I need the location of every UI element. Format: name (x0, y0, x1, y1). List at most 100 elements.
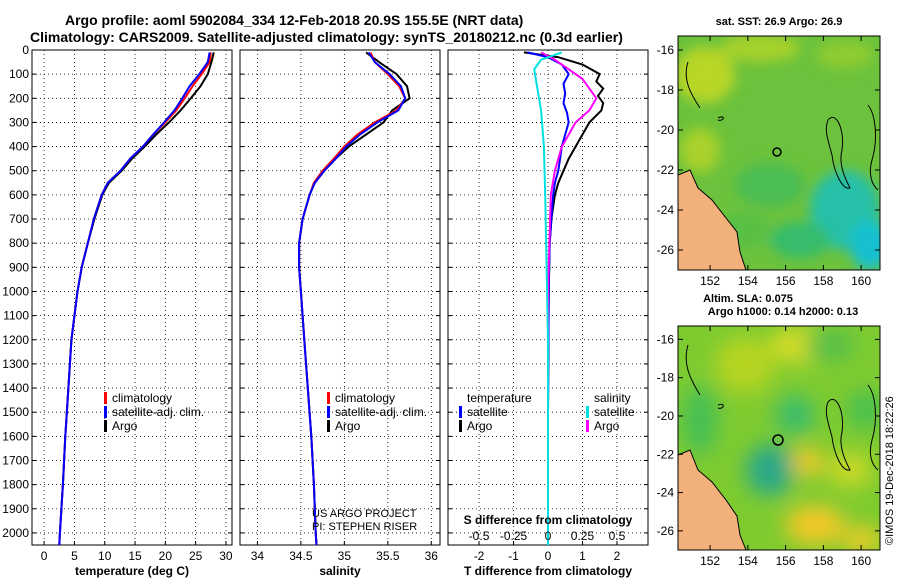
series-line-s-satellite (533, 51, 563, 545)
map-lat-label: -18 (657, 83, 675, 97)
legend-swatch-t-argo (459, 420, 462, 432)
sst-reef-contour-east (867, 104, 879, 191)
legend-label-climatology: climatology (112, 391, 172, 405)
map-lat-label: -20 (657, 123, 675, 137)
depth-tick-label: 1100 (3, 309, 29, 323)
s-difference-tick-labels: -0.5 -0.25 0 0.25 0.5 (469, 529, 626, 543)
sst-coast-land (678, 169, 747, 270)
salinity-axis-label: salinity (319, 564, 361, 578)
legend-label-climatology: climatology (335, 391, 395, 405)
x-tick-label: 15 (128, 549, 142, 563)
sst-reef-contours (685, 61, 724, 121)
s-tick-label: -0.5 (469, 529, 490, 543)
map-lat-label: -22 (657, 447, 675, 461)
salinity-tick-labels: 34 34.5 35 35.5 36 (251, 549, 439, 563)
map-lon-label: 160 (851, 554, 871, 568)
difference-legend: temperature satellite Argo salinity sate… (459, 391, 635, 433)
x-tick-label: 20 (159, 549, 173, 563)
sst-map-ticks: 152 154 156 158 160 -16 -18 -20 -22 -24 -26 (657, 36, 880, 288)
x-tick-label: 35.5 (376, 549, 400, 563)
x-tick-label: 25 (189, 549, 203, 563)
sla-reef-contours (685, 344, 724, 409)
sla-map-title-line1: Altim. SLA: 0.075 (703, 293, 793, 305)
sst-float-marker (772, 147, 782, 157)
sla-reef-contour-east (867, 384, 879, 471)
salinity-panel-frame (239, 49, 441, 546)
s-tick-label: 0.5 (609, 529, 626, 543)
legend-swatch-argo (327, 420, 330, 432)
legend-swatch-s-satellite (586, 406, 589, 418)
legend-label-argo: Argo (335, 419, 361, 433)
sla-map: Altim. SLA: 0.075 Argo h1000: 0.14 h2000… (657, 293, 881, 568)
x-tick-label: 5 (71, 549, 78, 563)
depth-tick-label: 300 (9, 115, 29, 129)
x-tick-label: 10 (98, 549, 112, 563)
depth-tick-label: 0 (22, 43, 29, 57)
legend-label-argo: Argo (112, 419, 138, 433)
sla-map-field (678, 326, 880, 550)
salinity-legend: climatology satellite-adj. clim. Argo (327, 391, 427, 433)
map-lat-label: -20 (657, 409, 675, 423)
legend-swatch-climatology (104, 392, 107, 404)
depth-tick-label: 2000 (2, 526, 29, 540)
sla-float-marker (772, 434, 784, 446)
map-lat-label: -26 (657, 243, 675, 257)
legend-swatch-satellite (104, 406, 107, 418)
map-lon-label: 156 (776, 274, 796, 288)
map-lon-label: 158 (813, 554, 833, 568)
credit-pi: PI: STEPHEN RISER (312, 521, 417, 533)
legend-swatch-s-argo (586, 420, 589, 432)
legend-swatch-climatology (327, 392, 330, 404)
x-tick-label: 0 (41, 549, 48, 563)
map-lat-label: -24 (657, 486, 675, 500)
depth-tick-label: 1500 (2, 405, 29, 419)
series-line-satellite-adj-clim- (58, 52, 211, 546)
map-lat-label: -22 (657, 163, 675, 177)
map-lat-label: -18 (657, 371, 675, 385)
x-tick-label: 35 (338, 549, 352, 563)
map-lat-label: -26 (657, 524, 675, 538)
depth-tick-label: 800 (9, 236, 29, 250)
sla-coast-land (678, 449, 747, 550)
legend-swatch-argo (104, 420, 107, 432)
depth-tick-label: 900 (9, 260, 29, 274)
depth-tick-label: 1700 (2, 453, 29, 467)
salinity-grid (240, 49, 440, 545)
depth-tick-label: 100 (9, 67, 29, 81)
x-tick-label: 30 (219, 549, 233, 563)
x-tick-label: 34.5 (289, 549, 313, 563)
sst-map-title: sat. SST: 26.9 Argo: 26.9 (716, 16, 843, 28)
legend-label-s-satellite: satellite (594, 405, 635, 419)
legend-label-satellite: satellite-adj. clim. (335, 405, 427, 419)
t-difference-tick-labels: -2 -1 0 1 2 (474, 549, 621, 563)
temperature-grid (32, 49, 232, 545)
legend-title-salinity: salinity (594, 391, 631, 405)
depth-tick-label: 1300 (2, 357, 29, 371)
s-difference-axis-label: S difference from climatology (464, 513, 633, 527)
legend-swatch-satellite (327, 406, 330, 418)
map-lat-label: -16 (657, 332, 675, 346)
series-line-satellite-adj-clim- (298, 51, 407, 546)
x-tick-label: 2 (614, 549, 621, 563)
depth-tick-label: 1400 (2, 381, 29, 395)
figure-title-line1: Argo profile: aoml 5902084_334 12-Feb-20… (65, 12, 523, 28)
sla-map-ticks: 152 154 156 158 160 -16 -18 -20 -22 -24 -26 (657, 326, 880, 568)
sla-map-frame (677, 325, 881, 551)
legend-label-t-argo: Argo (467, 419, 493, 433)
depth-tick-label: 1200 (2, 333, 29, 347)
temperature-panel-frame (31, 49, 233, 546)
depth-tick-label: 200 (9, 91, 29, 105)
map-lon-label: 160 (851, 274, 871, 288)
sst-map-frame (677, 35, 881, 271)
temperature-legend: climatology satellite-adj. clim. Argo (104, 391, 204, 433)
depth-tick-label: 700 (9, 212, 29, 226)
sst-plateau-contour (825, 117, 851, 189)
map-lon-label: 154 (738, 274, 758, 288)
map-lon-label: 156 (776, 554, 796, 568)
copyright-stamp: ©IMOS 19-Dec-2018 18:22:26 (884, 396, 896, 545)
map-lat-label: -24 (657, 203, 675, 217)
difference-series (523, 51, 605, 545)
temperature-series (58, 52, 215, 546)
map-lon-label: 158 (813, 274, 833, 288)
legend-label-satellite: satellite-adj. clim. (112, 405, 204, 419)
